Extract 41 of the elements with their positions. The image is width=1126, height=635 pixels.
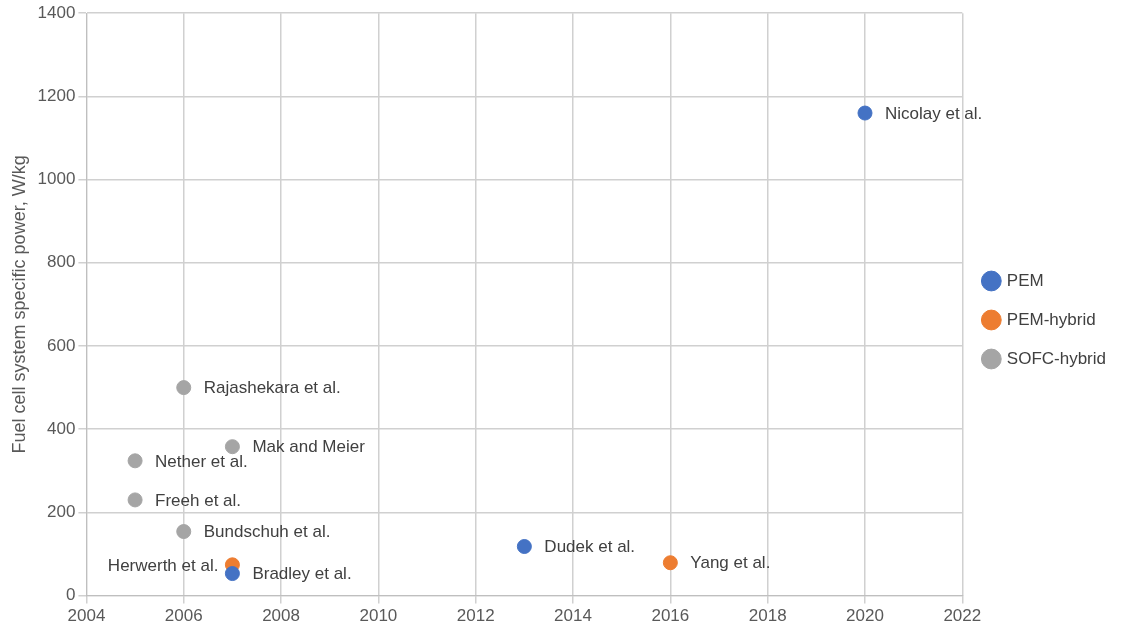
annotation: Mak and Meier [252, 437, 366, 457]
point [662, 555, 678, 571]
y-tick-label: 0 [65, 585, 76, 605]
y-axis-title: Fuel cell system specific power, W/kg [8, 155, 29, 454]
x-tick-label: 2018 [748, 606, 787, 626]
x-tick-label: 2012 [456, 606, 495, 626]
annotation: Dudek et al. [544, 537, 636, 557]
point [224, 439, 240, 455]
y-tick-label: 400 [47, 418, 76, 438]
x-tick-label: 2016 [651, 606, 690, 626]
y-tick-label: 200 [47, 502, 76, 522]
x-tick-label: 2020 [846, 606, 884, 626]
annotation: Freeh et al. [155, 490, 242, 510]
x-tick-label: 2014 [554, 606, 592, 626]
point [224, 566, 240, 582]
x-tick-label: 2022 [943, 606, 982, 626]
annotation: Nicolay et al. [884, 103, 983, 123]
point [516, 539, 532, 555]
annotation: Herwerth et al. [107, 555, 219, 575]
x-tick-label: 2010 [359, 606, 398, 626]
x-tick-label: 2004 [67, 606, 106, 626]
legend-label: PEM-hybrid [1006, 309, 1096, 329]
y-tick-label: 1000 [37, 169, 76, 189]
x-tick-label: 2008 [262, 606, 300, 626]
point [127, 492, 143, 508]
annotation: Yang et al. [690, 553, 771, 573]
annotation: Bradley et al. [252, 564, 352, 584]
y-tick-label: 1200 [37, 86, 76, 106]
point [176, 524, 192, 540]
y-tick-label: 1400 [37, 2, 76, 22]
annotation: Rajashekara et al. [203, 378, 341, 398]
y-tick-label: 800 [47, 252, 76, 272]
annotation: Bundschuh et al. [203, 522, 331, 542]
legend-label: SOFC-hybrid [1006, 348, 1106, 368]
annotation: Nether et al. [155, 451, 248, 471]
point [127, 453, 143, 469]
point [857, 105, 873, 121]
x-tick-label: 2006 [164, 606, 203, 626]
y-tick-label: 600 [47, 335, 76, 355]
legend-label: PEM [1006, 270, 1044, 290]
point [176, 380, 192, 396]
